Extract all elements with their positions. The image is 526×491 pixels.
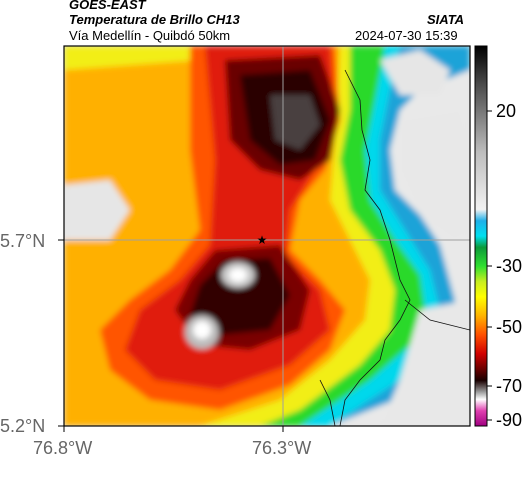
temperature-field: ★ (64, 46, 470, 426)
product-title: Temperatura de Brillo CH13 (69, 12, 240, 27)
border-line-south (319, 379, 336, 426)
lat-tick-label: 5.7°N (0, 231, 46, 251)
lat-tick-label: 5.2°N (0, 416, 46, 436)
star-icon: ★ (257, 233, 268, 247)
colorbar-label: -30 (496, 256, 523, 276)
region-subtitle: Vía Medellín - Quibdó 50km (69, 28, 231, 43)
colorbar (474, 45, 488, 427)
lon-tick-label: 76.8°W (33, 438, 93, 458)
colorbar-label: 20 (496, 101, 517, 121)
colorbar-label: -70 (496, 376, 523, 396)
border-line-east (404, 299, 470, 331)
colorbar-label: -90 (496, 410, 523, 430)
lon-tick-label: 76.3°W (252, 438, 312, 458)
border-line (339, 69, 411, 426)
satellite-label: GOES-EAST (69, 0, 146, 12)
agency-label: SIATA (427, 12, 465, 27)
colorbar-label: -50 (496, 317, 523, 337)
plot-frame (63, 45, 471, 427)
datetime-label: 2024-07-30 15:39 (355, 28, 458, 43)
